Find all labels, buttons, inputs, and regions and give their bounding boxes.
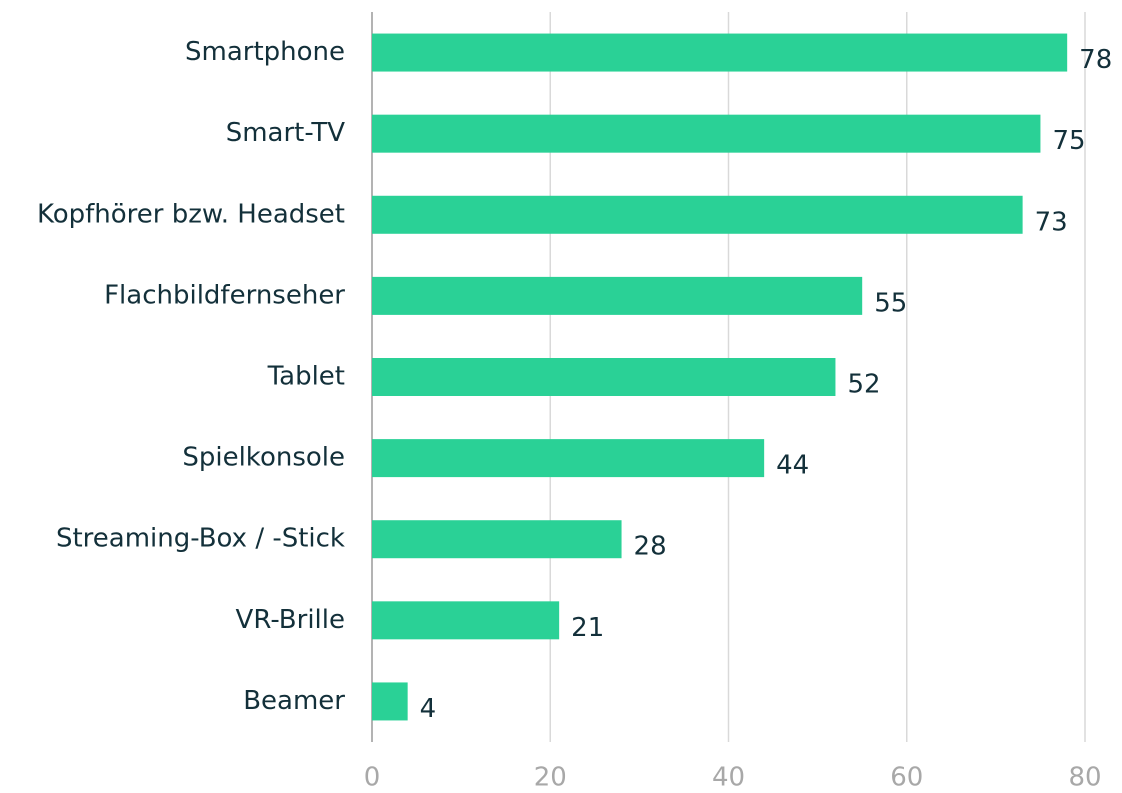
bar [372,114,1041,153]
bar [372,33,1068,72]
value-label: 52 [847,370,880,400]
x-tick-label: 0 [364,763,381,793]
bar [372,276,863,315]
y-tick-label: Smartphone [185,37,345,67]
y-tick-label: Beamer [243,686,345,716]
y-tick-label: VR-Brille [236,605,345,635]
y-tick-label: Streaming-Box / -Stick [56,524,345,554]
bar [372,601,560,640]
x-tick-label: 80 [1068,763,1101,793]
value-label: 21 [571,613,604,643]
x-tick-label: 60 [890,763,923,793]
y-tick-label: Flachbildfernseher [104,280,345,310]
x-tick-label: 40 [712,763,745,793]
value-label: 75 [1052,126,1085,156]
x-tick-label: 20 [534,763,567,793]
value-label: 28 [634,532,667,562]
y-tick-label: Smart-TV [226,118,346,148]
bar [372,439,765,478]
value-label: 73 [1035,207,1068,237]
value-label: 4 [420,694,437,724]
bar [372,520,622,559]
value-label: 55 [874,288,907,318]
value-label: 44 [776,451,809,481]
bar [372,358,836,396]
bar [372,195,1023,234]
y-tick-label: Kopfhörer bzw. Headset [37,199,345,229]
bar [372,682,408,721]
value-label: 78 [1079,45,1112,75]
y-tick-label: Spielkonsole [182,443,345,473]
y-tick-label: Tablet [267,362,345,392]
